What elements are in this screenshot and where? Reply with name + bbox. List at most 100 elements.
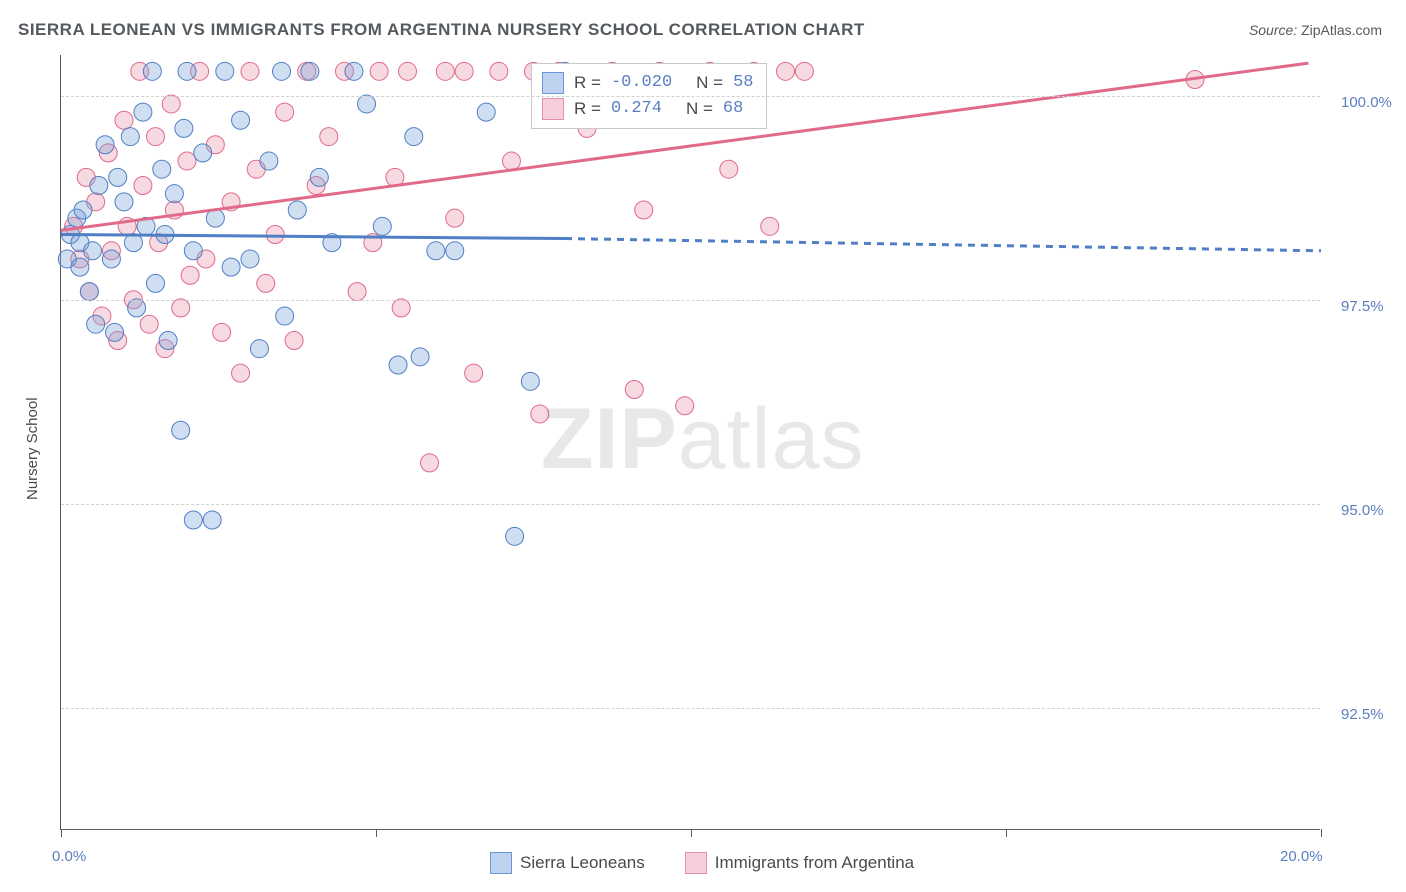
data-point — [427, 242, 445, 260]
data-point — [241, 250, 259, 268]
gridline-h — [61, 708, 1320, 709]
data-point — [87, 315, 105, 333]
plot-area: ZIPatlas R = -0.020 N = 58 R = 0.274 N =… — [60, 55, 1320, 830]
y-axis-title: Nursery School — [24, 397, 41, 500]
data-point — [446, 242, 464, 260]
x-major-tick — [1321, 829, 1322, 837]
swatch-a — [542, 72, 564, 94]
data-point — [720, 160, 738, 178]
data-point — [232, 364, 250, 382]
data-point — [506, 527, 524, 545]
series-legend: Sierra Leoneans Immigrants from Argentin… — [490, 852, 914, 874]
gridline-h — [61, 96, 1320, 97]
data-point — [399, 62, 417, 80]
trend-line — [565, 239, 1321, 251]
gridline-h — [61, 300, 1320, 301]
data-point — [345, 62, 363, 80]
r-value-b: 0.274 — [611, 96, 662, 122]
data-point — [490, 62, 508, 80]
series-legend-item-b: Immigrants from Argentina — [685, 852, 914, 874]
data-point — [276, 103, 294, 121]
data-point — [392, 299, 410, 317]
y-tick-label: 97.5% — [1341, 298, 1384, 315]
data-point — [436, 62, 454, 80]
data-point — [320, 128, 338, 146]
data-point — [106, 323, 124, 341]
data-point — [84, 242, 102, 260]
data-point — [80, 283, 98, 301]
data-point — [301, 62, 319, 80]
data-point — [140, 315, 158, 333]
data-point — [71, 258, 89, 276]
data-point — [531, 405, 549, 423]
data-point — [147, 274, 165, 292]
data-point — [676, 397, 694, 415]
x-tick-label: 20.0% — [1280, 848, 1323, 865]
data-point — [153, 160, 171, 178]
data-point — [143, 62, 161, 80]
y-tick-label: 95.0% — [1341, 502, 1384, 519]
data-point — [370, 62, 388, 80]
series-a-name: Sierra Leoneans — [520, 853, 645, 873]
data-point — [405, 128, 423, 146]
data-point — [90, 177, 108, 195]
data-point — [446, 209, 464, 227]
data-point — [635, 201, 653, 219]
plot-svg — [61, 55, 1320, 829]
data-point — [373, 217, 391, 235]
x-minor-tick — [691, 829, 692, 837]
data-point — [232, 111, 250, 129]
data-point — [102, 250, 120, 268]
data-point — [181, 266, 199, 284]
data-point — [389, 356, 407, 374]
data-point — [115, 111, 133, 129]
r-label-b: R = — [574, 96, 601, 122]
source-attribution: Source: ZipAtlas.com — [1249, 22, 1382, 38]
data-point — [175, 119, 193, 137]
data-point — [203, 511, 221, 529]
data-point — [260, 152, 278, 170]
data-point — [358, 95, 376, 113]
source-value: ZipAtlas.com — [1301, 22, 1382, 38]
data-point — [121, 128, 139, 146]
data-point — [172, 421, 190, 439]
data-point — [521, 372, 539, 390]
data-point — [465, 364, 483, 382]
data-point — [134, 103, 152, 121]
gridline-h — [61, 504, 1320, 505]
n-value-a: 58 — [733, 70, 753, 96]
data-point — [421, 454, 439, 472]
data-point — [250, 340, 268, 358]
data-point — [178, 62, 196, 80]
data-point — [162, 95, 180, 113]
swatch-b-bottom — [685, 852, 707, 874]
data-point — [288, 201, 306, 219]
data-point — [178, 152, 196, 170]
data-point — [455, 62, 473, 80]
x-tick-label: 0.0% — [52, 848, 86, 865]
series-legend-item-a: Sierra Leoneans — [490, 852, 645, 874]
data-point — [184, 242, 202, 260]
data-point — [276, 307, 294, 325]
data-point — [115, 193, 133, 211]
n-label-b: N = — [686, 96, 713, 122]
x-minor-tick — [1006, 829, 1007, 837]
data-point — [795, 62, 813, 80]
data-point — [165, 185, 183, 203]
stats-legend-row-a: R = -0.020 N = 58 — [542, 70, 754, 96]
data-point — [222, 258, 240, 276]
data-point — [172, 299, 190, 317]
data-point — [134, 177, 152, 195]
data-point — [194, 144, 212, 162]
data-point — [625, 380, 643, 398]
r-value-a: -0.020 — [611, 70, 672, 96]
x-minor-tick — [376, 829, 377, 837]
data-point — [216, 62, 234, 80]
data-point — [147, 128, 165, 146]
n-label-a: N = — [696, 70, 723, 96]
series-b-name: Immigrants from Argentina — [715, 853, 914, 873]
data-point — [285, 332, 303, 350]
data-point — [128, 299, 146, 317]
data-point — [761, 217, 779, 235]
data-point — [411, 348, 429, 366]
